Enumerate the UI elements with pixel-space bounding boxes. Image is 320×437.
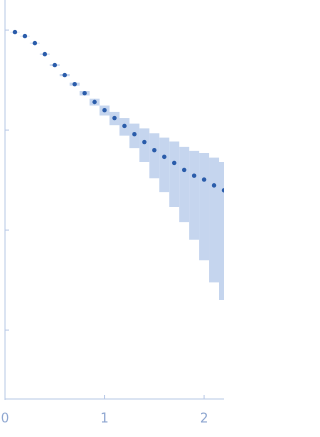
data-point [142, 139, 147, 145]
data-point [122, 123, 127, 129]
data-point [152, 147, 157, 153]
data-point [211, 183, 217, 188]
data-point [82, 90, 87, 96]
data-point [52, 62, 57, 68]
data-point [221, 188, 224, 193]
data-point [12, 29, 18, 35]
data-point [201, 177, 207, 182]
data-point [72, 81, 77, 87]
x-tick-label: 0 [1, 412, 9, 427]
data-point [92, 99, 97, 105]
data-point [42, 51, 48, 57]
data-point [112, 115, 117, 121]
chart: 0 1 2 [1, 0, 224, 427]
data-point [62, 72, 67, 78]
data-point [32, 40, 38, 46]
x-tick-label: 1 [100, 412, 108, 427]
data-point [172, 160, 177, 166]
x-tick-label: 2 [200, 412, 208, 427]
data-point [102, 108, 107, 113]
data-point [132, 131, 137, 137]
data-point [162, 154, 167, 160]
data-point [22, 33, 28, 39]
data-point [191, 173, 197, 178]
data-point [181, 167, 187, 173]
